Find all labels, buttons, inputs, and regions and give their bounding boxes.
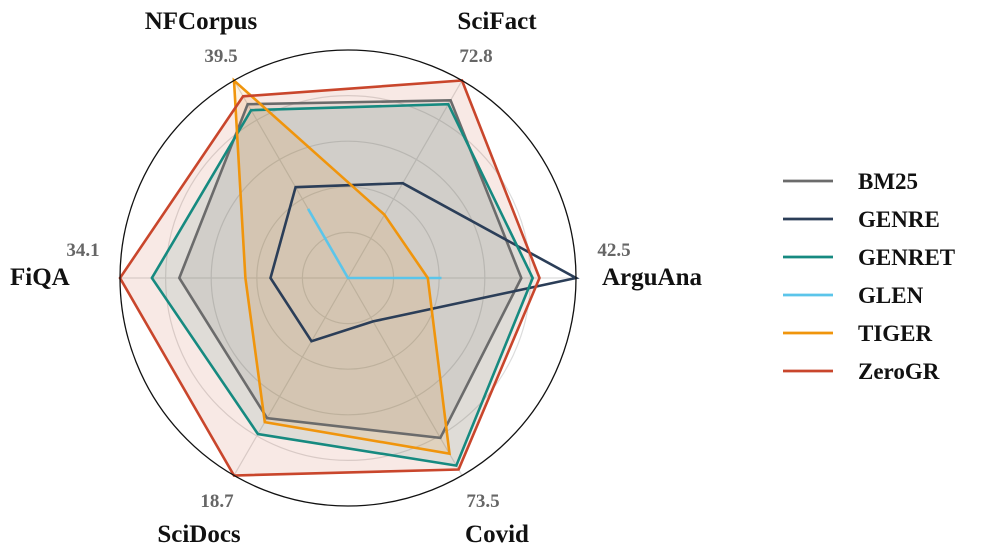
axis-label-scidocs: SciDocs [157,521,241,548]
axis-label-nfcorpus: NFCorpus [145,8,258,35]
axis-max-scifact: 72.8 [459,46,492,67]
grid-spoke-covid [347,277,463,476]
axis-max-covid: 73.5 [466,491,499,512]
axis-max-scidocs: 18.7 [200,491,234,512]
outer-circle [119,49,577,507]
legend-label-genre: GENRE [858,207,940,232]
series-fill-bm25 [179,100,522,438]
legend-label-genret: GENRET [858,245,955,270]
series-fill-genret [151,104,533,466]
series-fill-zerogr [120,80,540,476]
grid-spoke-scifact [347,80,463,279]
axis-label-scifact: SciFact [457,8,537,35]
legend-label-glen: GLEN [858,283,924,308]
legend-label-zerogr: ZeroGR [858,359,940,384]
series-line-genret [150,102,535,468]
axis-label-covid: Covid [465,521,529,548]
series-line-glen [306,208,442,280]
legend-label-tiger: TIGER [858,321,933,346]
series-line-bm25 [177,98,523,440]
axis-max-fiqa: 34.1 [66,240,99,261]
legend: BM25 GENRE GENRET GLEN TIGER ZeroGR [783,169,955,384]
axis-labels: SciFact 72.8 ArguAna 42.5 Covid 73.5 SciDocs 18… [10,8,703,548]
legend-label-bm25: BM25 [858,169,918,194]
axis-label-arguana: ArguAna [602,264,703,291]
axis-max-nfcorpus: 39.5 [204,46,237,67]
grid-spoke-scidocs [233,277,349,476]
radar-grid [120,80,576,476]
axis-label-fiqa: FiQA [10,264,70,291]
axis-max-arguana: 42.5 [597,240,630,261]
